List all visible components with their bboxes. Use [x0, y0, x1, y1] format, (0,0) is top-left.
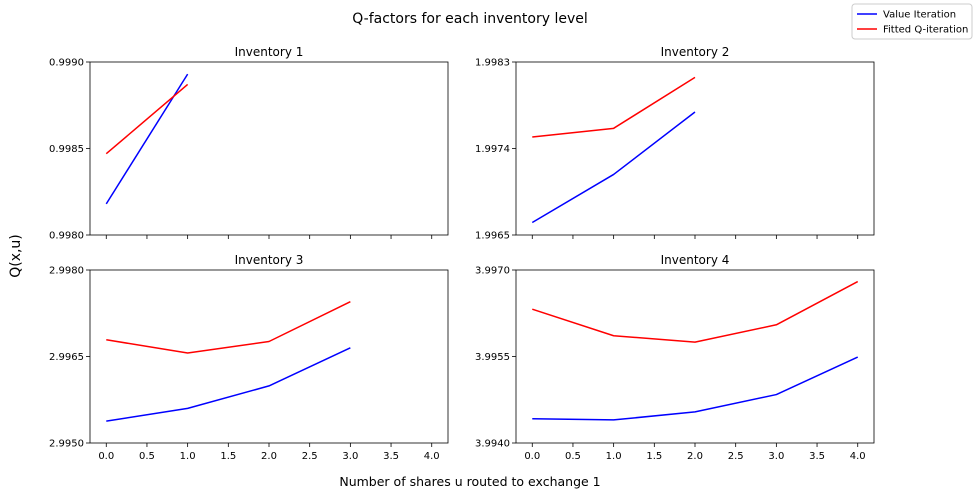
legend-frame [851, 3, 973, 40]
subplot-3: Inventory 3 0.0 0.5 1.0 1.5 2.0 2.5 3.0 3.5 4.0 2.… [49, 253, 449, 462]
figure-title: Q-factors for each inventory level [352, 11, 588, 27]
y-tick-label: 3.9940 [475, 439, 510, 450]
series-line-value-iteration [105, 73, 189, 205]
y-tick-label: 1.9974 [475, 144, 510, 155]
subplot-title: Inventory 3 [235, 253, 304, 267]
x-tick-label: 3.5 [809, 451, 825, 462]
y-tick-label: 0.9980 [49, 231, 84, 242]
subplot-title: Inventory 2 [661, 45, 730, 59]
x-tick-label: 4.0 [850, 451, 866, 462]
plot-frame [89, 61, 449, 236]
series-line-value-iteration [106, 347, 351, 422]
x-tick-label: 1.5 [220, 451, 236, 462]
y-tick-label: 3.9970 [475, 266, 510, 277]
x-tick-label: 2.5 [728, 451, 744, 462]
series-line-value-iteration [531, 111, 696, 224]
series-line-value-iteration [532, 356, 859, 421]
x-tick-label: 1.0 [180, 451, 196, 462]
subplot-1: Inventory 1 0.9980 0.9985 0.9990 [49, 45, 449, 242]
series-line-fitted-q-iteration [105, 83, 189, 155]
y-tick-label: 2.9950 [49, 439, 84, 450]
legend-label-fitted-q-iteration: Fitted Q-iteration [883, 25, 968, 36]
x-tick-label: 3.0 [768, 451, 784, 462]
y-tick-label: 1.9965 [475, 231, 510, 242]
legend: Value Iteration Fitted Q-iteration [851, 3, 973, 40]
x-axis-label: Number of shares u routed to exchange 1 [339, 474, 600, 489]
x-tick-label: 0.5 [139, 451, 155, 462]
y-tick-label: 1.9983 [475, 58, 510, 69]
series-line-fitted-q-iteration [106, 301, 351, 354]
x-tick-label: 3.0 [342, 451, 358, 462]
y-tick-label: 0.9990 [49, 58, 84, 69]
subplot-4: Inventory 4 0.0 0.5 1.0 1.5 2.0 2.5 3.0 3.5 4.0 3.… [475, 253, 875, 462]
x-tick-label: 2.0 [687, 451, 703, 462]
y-axis-label: Q(x,u) [8, 234, 24, 278]
x-tick-label: 2.0 [261, 451, 277, 462]
subplot-grid: Inventory 1 0.9980 0.9985 0.9990 Inventory 2… [49, 45, 875, 462]
x-tick-label: 0.0 [98, 451, 114, 462]
x-tick-label: 4.0 [424, 451, 440, 462]
y-tick-label: 0.9985 [49, 144, 84, 155]
subplot-title: Inventory 1 [235, 45, 304, 59]
plot-frame [515, 269, 875, 444]
y-tick-label: 3.9955 [475, 352, 510, 363]
subplot-2: Inventory 2 1.9965 1.9974 1.9983 [475, 45, 875, 242]
series-line-fitted-q-iteration [532, 76, 696, 138]
y-tick-label: 2.9980 [49, 266, 84, 277]
plot-frame [89, 269, 449, 444]
y-tick-label: 2.9965 [49, 352, 84, 363]
x-tick-label: 1.0 [606, 451, 622, 462]
legend-label-value-iteration: Value Iteration [883, 10, 956, 21]
series-line-fitted-q-iteration [532, 280, 859, 343]
x-tick-label: 1.5 [646, 451, 662, 462]
x-tick-label: 3.5 [383, 451, 399, 462]
x-tick-label: 2.5 [302, 451, 318, 462]
plot-frame [515, 61, 875, 236]
subplot-title: Inventory 4 [661, 253, 730, 267]
x-tick-label: 0.0 [524, 451, 540, 462]
x-tick-label: 0.5 [565, 451, 581, 462]
